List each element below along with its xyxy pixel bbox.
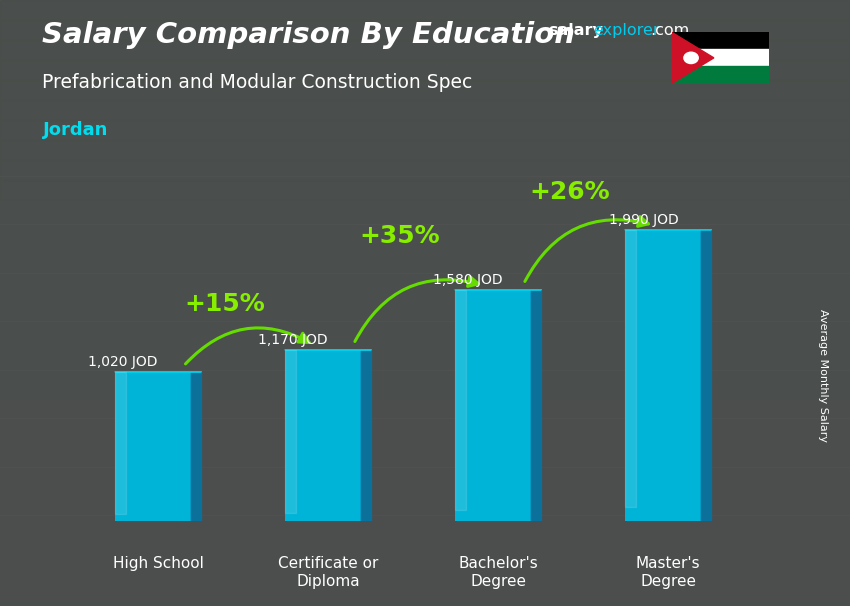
Text: 1,990 JOD: 1,990 JOD (609, 213, 678, 227)
Text: High School: High School (113, 556, 203, 571)
Text: Average Monthly Salary: Average Monthly Salary (818, 309, 828, 442)
Bar (0, 400, 850, 420)
Text: +26%: +26% (530, 179, 609, 204)
Bar (0, 80, 850, 100)
Polygon shape (115, 371, 126, 514)
Polygon shape (531, 290, 541, 521)
Bar (0, 220, 850, 240)
Bar (455, 290, 531, 521)
Bar (0, 0, 850, 20)
Polygon shape (455, 290, 466, 510)
Text: +15%: +15% (184, 293, 264, 316)
Bar (0, 20, 850, 40)
Bar (0, 40, 850, 60)
Bar (0, 500, 850, 520)
Text: 1,020 JOD: 1,020 JOD (88, 355, 158, 369)
Bar (0, 520, 850, 540)
Bar (0, 300, 850, 320)
Text: 1,580 JOD: 1,580 JOD (434, 273, 503, 287)
Text: 1,170 JOD: 1,170 JOD (258, 333, 328, 347)
Text: Salary Comparison By Education: Salary Comparison By Education (42, 21, 575, 49)
Bar (0, 540, 850, 560)
Bar (0, 160, 850, 180)
Bar (0, 440, 850, 460)
Bar (285, 350, 361, 521)
Bar (625, 230, 701, 521)
Bar (0, 100, 850, 120)
Polygon shape (285, 350, 296, 513)
Bar (672, 32, 769, 49)
Bar (0, 560, 850, 580)
Polygon shape (672, 32, 714, 84)
Text: .com: .com (650, 23, 689, 38)
Text: +35%: +35% (360, 224, 439, 248)
Bar (0, 140, 850, 160)
Bar (0, 320, 850, 340)
Text: salary: salary (548, 23, 604, 38)
Polygon shape (625, 230, 636, 507)
Text: Bachelor's
Degree: Bachelor's Degree (458, 556, 538, 588)
Bar (0, 380, 850, 400)
Polygon shape (701, 230, 711, 521)
Bar (115, 371, 191, 521)
Bar (0, 340, 850, 360)
Text: Master's
Degree: Master's Degree (636, 556, 700, 588)
Bar (0, 480, 850, 500)
Bar (672, 67, 769, 84)
Polygon shape (361, 350, 371, 521)
Bar (0, 120, 850, 140)
Bar (0, 260, 850, 280)
Text: Prefabrication and Modular Construction Spec: Prefabrication and Modular Construction … (42, 73, 473, 92)
Text: explorer: explorer (593, 23, 660, 38)
Text: Certificate or
Diploma: Certificate or Diploma (278, 556, 378, 588)
Polygon shape (191, 371, 201, 521)
Bar (0, 580, 850, 600)
Bar (672, 49, 769, 67)
Bar (0, 420, 850, 440)
Bar (0, 60, 850, 80)
Bar (0, 360, 850, 380)
Circle shape (684, 52, 698, 64)
Bar (0, 280, 850, 300)
Bar (0, 240, 850, 260)
Text: Jordan: Jordan (42, 121, 108, 139)
Bar (0, 200, 850, 220)
Bar (0, 460, 850, 480)
Bar (0, 180, 850, 200)
